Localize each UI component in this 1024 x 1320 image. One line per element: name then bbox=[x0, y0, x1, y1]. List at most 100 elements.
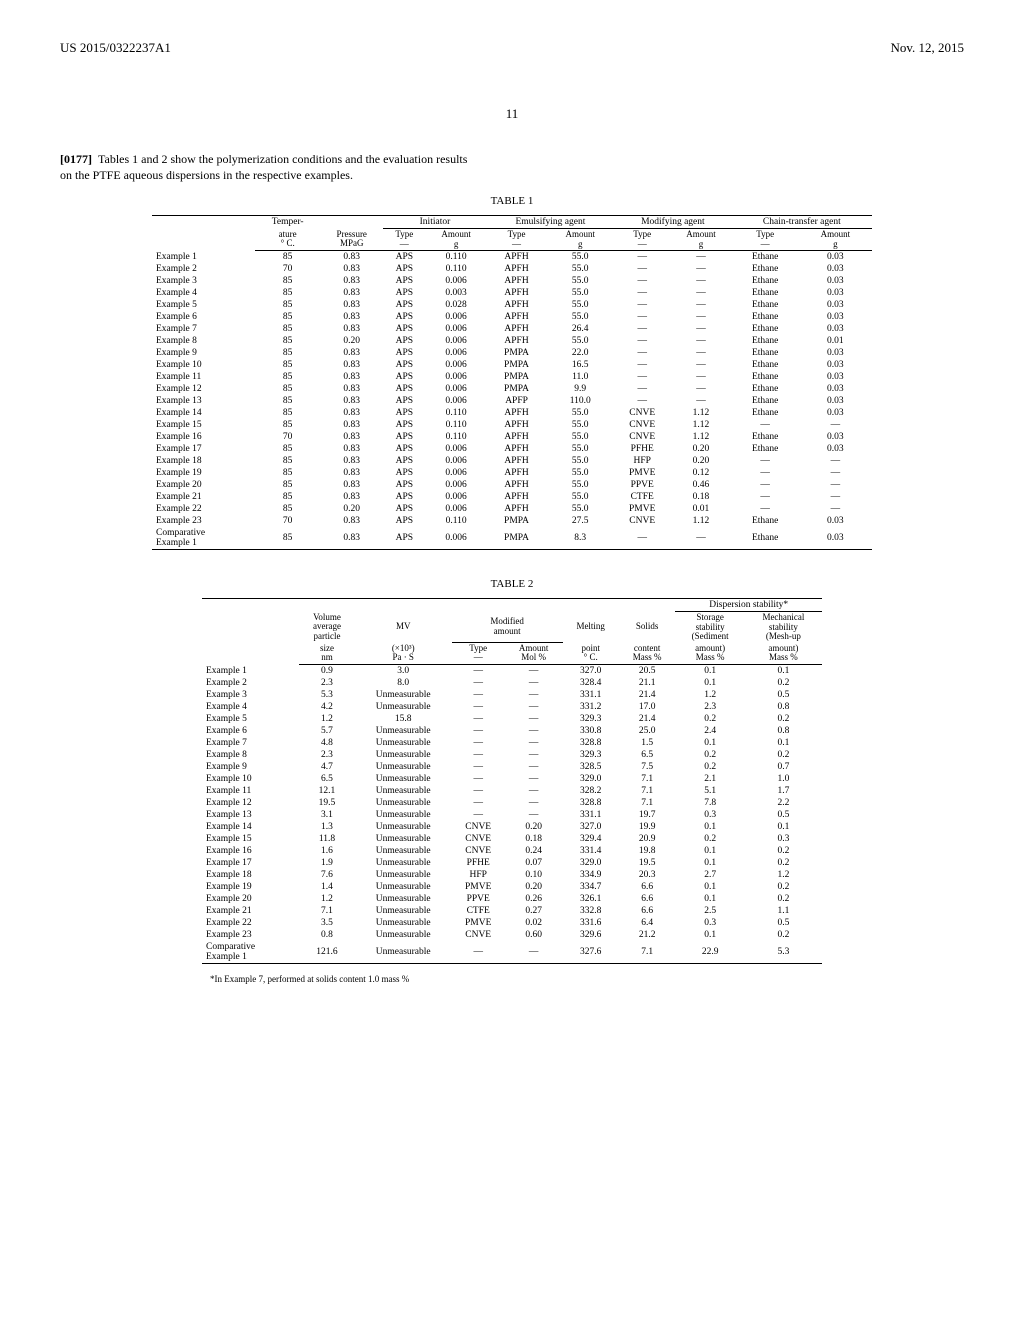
t2-disp-group: Dispersion stability* bbox=[675, 599, 822, 612]
table-cell: Example 13 bbox=[152, 395, 255, 407]
table-cell: 0.110 bbox=[425, 407, 486, 419]
table-row: Example 94.7Unmeasurable——328.57.50.20.7 bbox=[202, 761, 822, 773]
t1-mod-amt: Amountg bbox=[670, 229, 731, 251]
table-cell: Example 17 bbox=[202, 857, 299, 869]
table-cell: 0.2 bbox=[745, 929, 822, 941]
table-cell: — bbox=[670, 383, 731, 395]
table-cell: 55.0 bbox=[546, 443, 614, 455]
intro-text: Tables 1 and 2 show the polymerization c… bbox=[60, 152, 467, 182]
t1-temp-group: Temper- bbox=[255, 216, 320, 229]
table-cell: — bbox=[732, 503, 799, 515]
t2-ma: amount)Mass % bbox=[745, 642, 822, 664]
footnote: *In Example 7, performed at solids conte… bbox=[210, 974, 964, 984]
table-cell: Unmeasurable bbox=[355, 809, 452, 821]
table-cell: — bbox=[505, 713, 563, 725]
t2-modified: Modifiedamount bbox=[452, 612, 563, 643]
table-cell: 85 bbox=[255, 455, 320, 467]
table-cell: — bbox=[670, 395, 731, 407]
t1-chain-type: Type— bbox=[732, 229, 799, 251]
table-cell: PMPA bbox=[487, 527, 547, 550]
table-cell: APS bbox=[383, 311, 425, 323]
table-cell: 70 bbox=[255, 431, 320, 443]
table-cell: — bbox=[505, 941, 563, 964]
table-cell: 12.1 bbox=[299, 785, 354, 797]
table-cell: 0.07 bbox=[505, 857, 563, 869]
table-row: Example 74.8Unmeasurable——328.81.50.10.1 bbox=[202, 737, 822, 749]
table-cell: 6.5 bbox=[299, 773, 354, 785]
table-cell: Ethane bbox=[732, 383, 799, 395]
table-cell: 55.0 bbox=[546, 407, 614, 419]
table-cell: APFH bbox=[487, 455, 547, 467]
table-row: Example 23700.83APS0.110PMPA27.5CNVE1.12… bbox=[152, 515, 872, 527]
table-cell: Unmeasurable bbox=[355, 893, 452, 905]
table-row: Example 15850.83APS0.110APFH55.0CNVE1.12… bbox=[152, 419, 872, 431]
table-cell: 0.03 bbox=[799, 371, 872, 383]
table-cell: 328.5 bbox=[563, 761, 619, 773]
table-cell: 121.6 bbox=[299, 941, 354, 964]
table-cell: 0.03 bbox=[799, 299, 872, 311]
table-cell: 6.4 bbox=[619, 917, 676, 929]
table-cell: 0.03 bbox=[799, 515, 872, 527]
table-cell: Unmeasurable bbox=[355, 929, 452, 941]
table-cell: — bbox=[732, 419, 799, 431]
table-cell: 55.0 bbox=[546, 419, 614, 431]
table-cell: 0.7 bbox=[745, 761, 822, 773]
table-row: Example 35.3Unmeasurable——331.121.41.20.… bbox=[202, 689, 822, 701]
table-cell: — bbox=[452, 941, 505, 964]
table-cell: 0.83 bbox=[320, 371, 383, 383]
table-row: Example 230.8UnmeasurableCNVE0.60329.621… bbox=[202, 929, 822, 941]
table-cell: 331.4 bbox=[563, 845, 619, 857]
table-cell: 19.5 bbox=[299, 797, 354, 809]
table-cell: 21.4 bbox=[619, 713, 676, 725]
table-row: Example 133.1Unmeasurable——331.119.70.30… bbox=[202, 809, 822, 821]
table-cell: Example 10 bbox=[152, 359, 255, 371]
table-cell: Ethane bbox=[732, 263, 799, 275]
table-cell: 7.8 bbox=[675, 797, 744, 809]
table-cell: 0.1 bbox=[745, 737, 822, 749]
table-cell: 0.83 bbox=[320, 455, 383, 467]
table-cell: 1.1 bbox=[745, 905, 822, 917]
table-cell: APS bbox=[383, 503, 425, 515]
table-cell: 0.20 bbox=[670, 455, 731, 467]
table-row: Example 21850.83APS0.006APFH55.0CTFE0.18… bbox=[152, 491, 872, 503]
table-cell: 0.006 bbox=[425, 467, 486, 479]
table-cell: — bbox=[452, 725, 505, 737]
table-cell: — bbox=[452, 749, 505, 761]
table-cell: 0.01 bbox=[799, 335, 872, 347]
table-cell: 11.8 bbox=[299, 833, 354, 845]
table-cell: — bbox=[614, 347, 670, 359]
table-cell: Example 4 bbox=[152, 287, 255, 299]
table-cell: — bbox=[614, 395, 670, 407]
table-cell: 0.10 bbox=[505, 869, 563, 881]
table-cell: 0.20 bbox=[320, 335, 383, 347]
table-cell: PMPA bbox=[487, 515, 547, 527]
table-cell: Ethane bbox=[732, 359, 799, 371]
table-cell: 0.006 bbox=[425, 491, 486, 503]
table-row: Example 106.5Unmeasurable——329.07.12.11.… bbox=[202, 773, 822, 785]
table-cell: — bbox=[505, 797, 563, 809]
table-cell: 1.2 bbox=[745, 869, 822, 881]
table-cell: 0.83 bbox=[320, 287, 383, 299]
table-cell: 0.03 bbox=[799, 431, 872, 443]
table-row: Example 51.215.8——329.321.40.20.2 bbox=[202, 713, 822, 725]
table-cell: — bbox=[505, 701, 563, 713]
table-cell: 331.2 bbox=[563, 701, 619, 713]
table-cell: 0.83 bbox=[320, 443, 383, 455]
table-cell: — bbox=[452, 677, 505, 689]
table-cell: 329.6 bbox=[563, 929, 619, 941]
table-cell: — bbox=[505, 785, 563, 797]
table-cell: Example 1 bbox=[202, 664, 299, 677]
table-cell: 1.4 bbox=[299, 881, 354, 893]
table-cell: Example 10 bbox=[202, 773, 299, 785]
table-row: Example 82.3Unmeasurable——329.36.50.20.2 bbox=[202, 749, 822, 761]
table-cell: APS bbox=[383, 407, 425, 419]
table-cell: 0.006 bbox=[425, 371, 486, 383]
table-cell: 85 bbox=[255, 359, 320, 371]
table-cell: Ethane bbox=[732, 371, 799, 383]
table-cell: 0.006 bbox=[425, 347, 486, 359]
table-cell: 9.9 bbox=[546, 383, 614, 395]
table-cell: 85 bbox=[255, 371, 320, 383]
table-cell: Example 23 bbox=[202, 929, 299, 941]
table-cell: 85 bbox=[255, 503, 320, 515]
table-cell: 0.03 bbox=[799, 407, 872, 419]
